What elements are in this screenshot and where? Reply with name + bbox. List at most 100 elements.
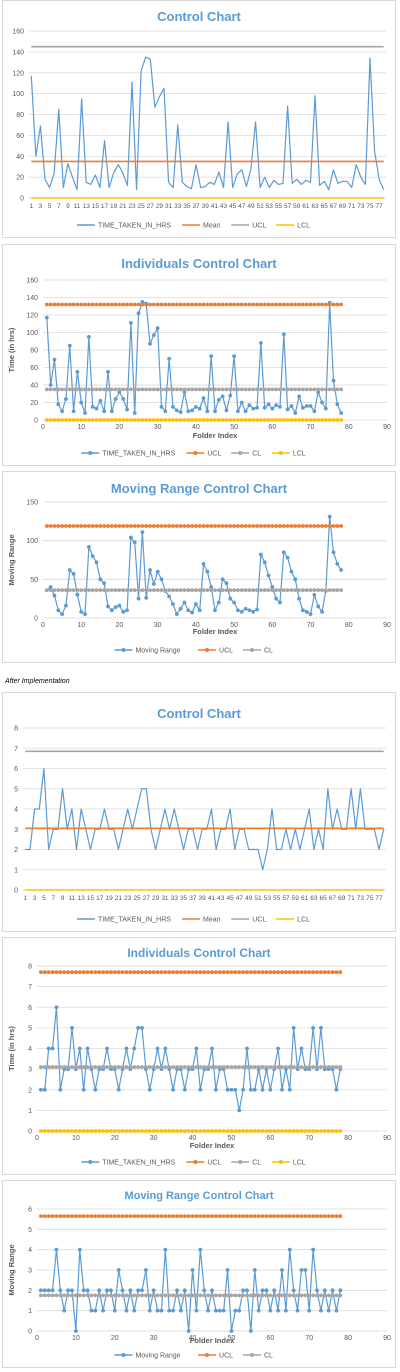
data-point-cl xyxy=(291,1065,296,1069)
data-point-cl xyxy=(248,1065,253,1069)
data-point-cl xyxy=(102,588,107,593)
data-point-ucl xyxy=(224,302,229,307)
data-point-lcl xyxy=(77,1129,82,1133)
data-point-lcl xyxy=(225,1129,230,1133)
data-point-moving-range xyxy=(42,1288,47,1293)
x-tick-label: 49 xyxy=(245,895,253,902)
chart-title: Moving Range Control Chart xyxy=(111,481,288,496)
data-point-cl xyxy=(280,1065,284,1069)
data-point-time-taken-in-hrs xyxy=(243,409,248,414)
data-point-ucl xyxy=(155,970,160,975)
data-point-time-taken-in-hrs xyxy=(304,404,309,408)
data-point-moving-range xyxy=(299,1268,304,1272)
data-point-ucl xyxy=(155,524,160,528)
data-point-time-taken-in-hrs xyxy=(299,1046,304,1051)
data-point-moving-range xyxy=(58,1288,63,1293)
data-point-ucl xyxy=(221,970,226,975)
data-point-ucl xyxy=(256,1214,261,1219)
data-point-lcl xyxy=(178,1129,183,1133)
data-point-ucl xyxy=(330,1214,335,1219)
y-tick-label: 2 xyxy=(28,1288,32,1295)
data-point-moving-range xyxy=(71,572,76,576)
data-point-lcl xyxy=(71,418,76,422)
data-point-cl xyxy=(132,387,137,392)
data-point-moving-range xyxy=(144,595,149,600)
data-point-ucl xyxy=(81,970,86,975)
data-point-lcl xyxy=(75,418,80,422)
x-tick-label: 43 xyxy=(220,203,228,210)
data-point-lcl xyxy=(106,418,110,422)
x-tick-label: 29 xyxy=(152,895,160,902)
data-point-lcl xyxy=(233,1129,238,1133)
data-point-moving-range xyxy=(190,610,194,615)
data-point-cl xyxy=(155,588,160,593)
x-tick-label: 47 xyxy=(236,895,244,902)
data-point-cl xyxy=(224,387,229,392)
data-point-lcl xyxy=(144,418,149,422)
data-point-lcl xyxy=(241,1129,246,1133)
data-point-time-taken-in-hrs xyxy=(228,393,233,398)
data-point-ucl xyxy=(167,1214,172,1219)
data-point-time-taken-in-hrs xyxy=(260,1087,265,1092)
y-tick-label: 4 xyxy=(28,1247,32,1254)
data-point-cl xyxy=(304,387,309,392)
data-point-ucl xyxy=(163,302,168,307)
data-point-cl xyxy=(85,1065,90,1069)
data-point-time-taken-in-hrs xyxy=(252,1087,257,1092)
data-point-moving-range xyxy=(233,1308,238,1313)
data-point-ucl xyxy=(335,524,340,528)
y-tick-label: 60 xyxy=(30,365,38,372)
y-axis-label: Moving Range xyxy=(7,1244,16,1295)
data-point-time-taken-in-hrs xyxy=(64,397,68,401)
control-chart-before-panel: Control Chart 0 20 40 60 80 100 120 140 160 1 3 5 7 9 1… xyxy=(2,0,396,238)
data-point-cl xyxy=(304,588,309,593)
data-point-moving-range xyxy=(163,1247,168,1252)
data-point-cl xyxy=(311,1065,316,1069)
data-point-moving-range xyxy=(210,1288,214,1293)
data-point-ucl xyxy=(304,524,309,528)
data-point-cl xyxy=(175,1293,179,1298)
data-point-cl xyxy=(210,1065,214,1069)
data-point-cl xyxy=(260,1065,265,1069)
data-point-cl xyxy=(71,387,76,392)
data-point-cl xyxy=(109,387,114,392)
data-point-time-taken-in-hrs xyxy=(113,397,118,401)
y-tick-label: 6 xyxy=(14,766,18,773)
data-point-ucl xyxy=(322,1214,327,1219)
data-point-time-taken-in-hrs xyxy=(323,406,328,411)
data-point-ucl xyxy=(167,970,172,975)
data-point-time-taken-in-hrs xyxy=(124,1046,129,1051)
data-point-ucl xyxy=(251,302,256,307)
data-point-lcl xyxy=(143,1129,148,1133)
data-point-lcl xyxy=(293,418,298,422)
data-point-time-taken-in-hrs xyxy=(182,1087,187,1092)
data-point-ucl xyxy=(108,1214,113,1219)
data-point-ucl xyxy=(237,1214,242,1219)
data-point-cl xyxy=(83,588,87,593)
data-point-moving-range xyxy=(171,1308,176,1313)
data-point-ucl xyxy=(148,302,152,307)
data-point-cl xyxy=(163,1065,168,1069)
data-point-ucl xyxy=(206,1214,211,1219)
data-point-ucl xyxy=(209,524,214,528)
data-point-ucl xyxy=(140,970,144,975)
data-point-lcl xyxy=(287,1129,292,1133)
data-point-cl xyxy=(323,588,328,593)
data-point-time-taken-in-hrs xyxy=(71,409,76,414)
legend-marker xyxy=(278,451,283,455)
data-point-time-taken-in-hrs xyxy=(331,378,336,383)
data-point-ucl xyxy=(143,1214,148,1219)
x-tick-label: 27 xyxy=(147,203,155,210)
data-point-lcl xyxy=(198,1129,203,1133)
data-point-cl xyxy=(266,588,271,593)
data-point-moving-range xyxy=(124,1308,129,1313)
data-point-cl xyxy=(202,1065,207,1069)
data-point-lcl xyxy=(98,418,103,422)
x-tick-label: 15 xyxy=(87,895,95,902)
data-point-ucl xyxy=(224,524,229,528)
data-point-ucl xyxy=(255,524,259,528)
data-point-ucl xyxy=(190,970,195,975)
data-point-ucl xyxy=(339,524,344,528)
data-point-time-taken-in-hrs xyxy=(276,1046,281,1051)
data-point-cl xyxy=(291,1293,296,1298)
